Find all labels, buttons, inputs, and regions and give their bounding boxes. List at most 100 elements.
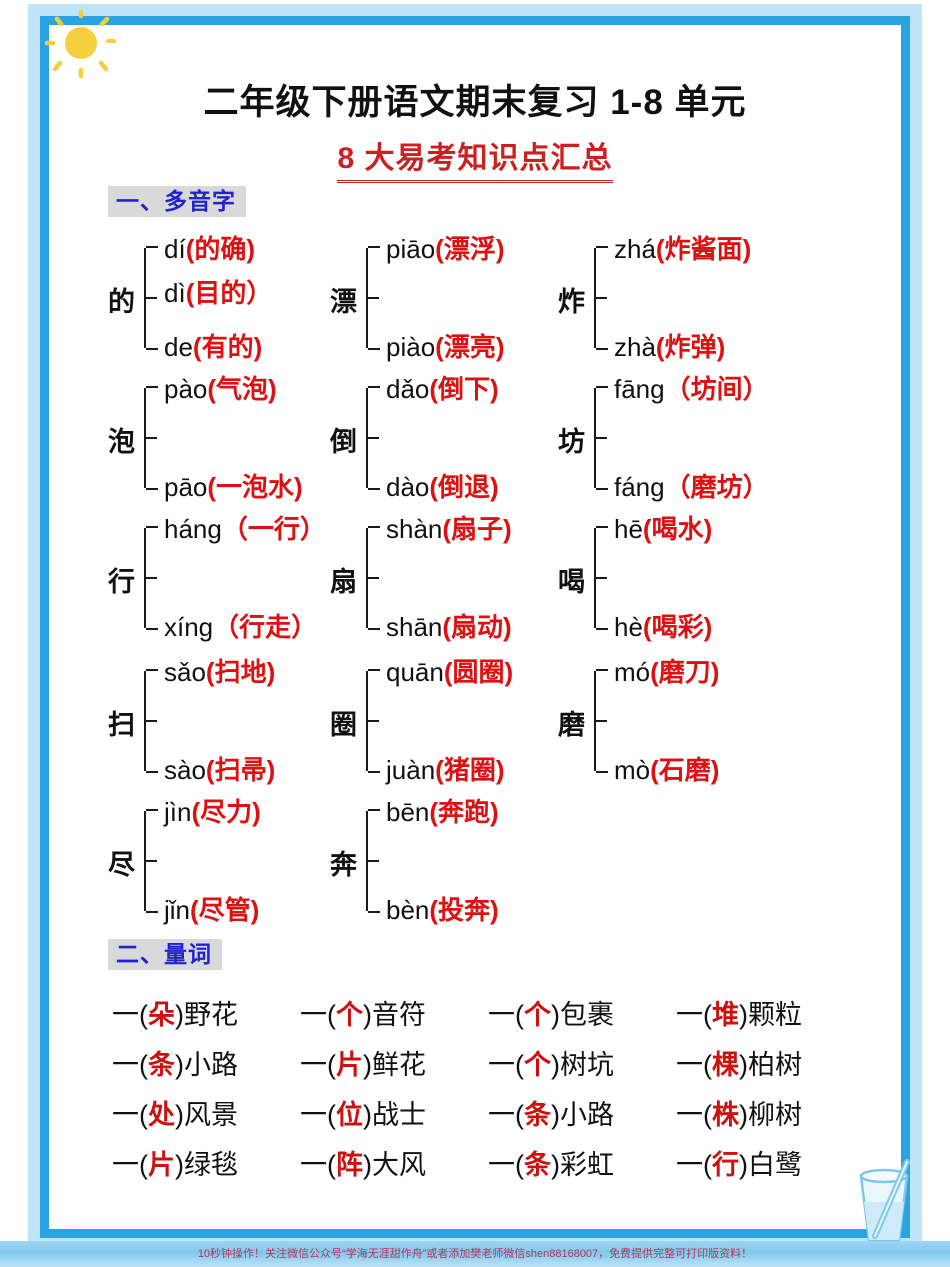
measure-word-row: 一(条)小路 一(片)鲜花 一(个)树坑 一(棵)柏树	[112, 1043, 902, 1082]
paren-open: (	[327, 1100, 336, 1130]
polyphonic-character: 喝	[558, 567, 585, 597]
noun-text: 包裹	[560, 1000, 614, 1030]
example-word: （行走）	[213, 612, 318, 642]
noun-text: 柏树	[748, 1050, 802, 1080]
measure-word-item: 一(位)战士	[300, 1093, 488, 1132]
noun-text: 绿毯	[184, 1150, 238, 1180]
paren-close: )	[739, 1050, 748, 1080]
polyphonic-reading: juàn(猪圈)	[386, 757, 504, 783]
polyphonic-reading: sǎo(扫地)	[164, 659, 275, 685]
polyphonic-character: 尽	[108, 850, 135, 880]
polyphonic-reading: pào(气泡)	[164, 376, 277, 402]
pinyin-text: shān	[386, 612, 443, 642]
example-word: (扇动)	[442, 612, 512, 642]
noun-text: 音符	[372, 1000, 426, 1030]
example-word: (喝水)	[642, 514, 713, 544]
classifier-text: 朵	[148, 1000, 175, 1030]
polyphonic-character: 坊	[558, 427, 585, 457]
paren-close: )	[551, 1150, 560, 1180]
bracket-icon	[594, 669, 609, 773]
pinyin-text: dǎo	[386, 374, 430, 404]
pinyin-text: xíng	[164, 612, 214, 642]
polyphonic-reading: háng（一行）	[164, 516, 326, 542]
noun-text: 鲜花	[372, 1050, 426, 1080]
numeral-text: 一	[112, 1050, 139, 1080]
pinyin-text: mò	[614, 755, 651, 785]
example-word: (倒退)	[429, 472, 499, 502]
pinyin-text: sǎo	[164, 657, 206, 687]
measure-word-item: 一(堆)颗粒	[676, 993, 864, 1032]
polyphonic-reading: fāng（坊间）	[614, 376, 769, 402]
classifier-text: 个	[336, 1000, 363, 1030]
classifier-text: 堆	[712, 1000, 739, 1030]
noun-text: 彩虹	[560, 1150, 614, 1180]
measure-word-item: 一(条)小路	[112, 1043, 300, 1082]
measure-word-item: 一(行)白鹭	[676, 1143, 864, 1182]
classifier-text: 行	[712, 1150, 739, 1180]
pinyin-text: dì	[164, 278, 186, 308]
bracket-icon	[366, 386, 381, 490]
bracket-icon	[594, 386, 609, 490]
footer-band: 10秒钟操作！关注微信公众号“学海无涯甜作舟”或者添加樊老师微信shen8816…	[0, 1241, 950, 1267]
page-subtitle-text: 8 大易考知识点汇总	[337, 133, 613, 183]
paren-close: )	[363, 1000, 372, 1030]
paren-close: )	[363, 1050, 372, 1080]
polyphonic-character: 圈	[330, 710, 357, 740]
example-word: (倒下)	[429, 374, 499, 404]
measure-word-item: 一(处)风景	[112, 1093, 300, 1132]
polyphonic-reading: de(有的)	[164, 334, 262, 360]
polyphonic-reading: dì(目的）	[164, 280, 272, 306]
example-word: (气泡)	[207, 374, 277, 404]
example-word: (漂亮)	[435, 332, 505, 362]
water-cup-icon	[859, 1159, 910, 1242]
paren-close: )	[739, 1150, 748, 1180]
example-word: (喝彩)	[642, 612, 713, 642]
polyphonic-reading: hè(喝彩)	[614, 614, 712, 640]
pinyin-text: háng	[164, 514, 222, 544]
pinyin-text: zhà	[614, 332, 656, 362]
bracket-icon	[366, 246, 381, 350]
example-word: (尽力)	[191, 797, 261, 827]
measure-word-item: 一(条)小路	[488, 1093, 676, 1132]
classifier-text: 个	[524, 1050, 551, 1080]
polyphonic-reading: quān(圆圈)	[386, 659, 513, 685]
paren-close: )	[363, 1150, 372, 1180]
pinyin-text: pào	[164, 374, 208, 404]
numeral-text: 一	[676, 1050, 703, 1080]
numeral-text: 一	[112, 1100, 139, 1130]
measure-word-row: 一(片)绿毯 一(阵)大风 一(条)彩虹 一(行)白鹭	[112, 1143, 902, 1182]
measure-word-item: 一(条)彩虹	[488, 1143, 676, 1182]
noun-text: 战士	[372, 1100, 426, 1130]
sun-icon	[44, 10, 116, 79]
classifier-text: 处	[148, 1100, 175, 1130]
paren-close: )	[551, 1100, 560, 1130]
polyphonic-character: 扇	[330, 567, 357, 597]
noun-text: 白鹭	[748, 1150, 802, 1180]
paren-open: (	[703, 1000, 712, 1030]
noun-text: 风景	[184, 1100, 238, 1130]
polyphonic-character: 奔	[330, 850, 357, 880]
polyphonic-row: 扫 sǎo(扫地) sào(扫帚) 圈 quān(圆圈) juàn(猪圈) 磨 mó(磨刀) m…	[108, 651, 898, 791]
numeral-text: 一	[300, 1000, 327, 1030]
pinyin-text: hè	[614, 612, 643, 642]
example-word: (投奔)	[429, 895, 499, 925]
polyphonic-character: 磨	[558, 710, 585, 740]
example-word: (奔跑)	[429, 797, 499, 827]
section-header-polyphonic: 一、多音字	[108, 186, 246, 218]
paren-open: (	[515, 1050, 524, 1080]
measure-word-item: 一(棵)柏树	[676, 1043, 864, 1082]
measure-word-item: 一(片)鲜花	[300, 1043, 488, 1082]
polyphonic-reading: jǐn(尽管)	[164, 897, 259, 923]
polyphonic-reading: dí(的确)	[164, 236, 255, 262]
paren-close: )	[175, 1150, 184, 1180]
measure-word-item: 一(株)柳树	[676, 1093, 864, 1132]
measure-word-item: 一(个)音符	[300, 993, 488, 1032]
pinyin-text: fāng	[614, 374, 665, 404]
bracket-icon	[144, 669, 159, 773]
pinyin-text: hē	[614, 514, 643, 544]
polyphonic-character: 泡	[108, 427, 135, 457]
noun-text: 小路	[184, 1050, 238, 1080]
measure-word-item: 一(阵)大风	[300, 1143, 488, 1182]
noun-text: 野花	[184, 1000, 238, 1030]
footer-promo-text: 10秒钟操作！关注微信公众号“学海无涯甜作舟”或者添加樊老师微信shen8816…	[197, 1248, 753, 1260]
